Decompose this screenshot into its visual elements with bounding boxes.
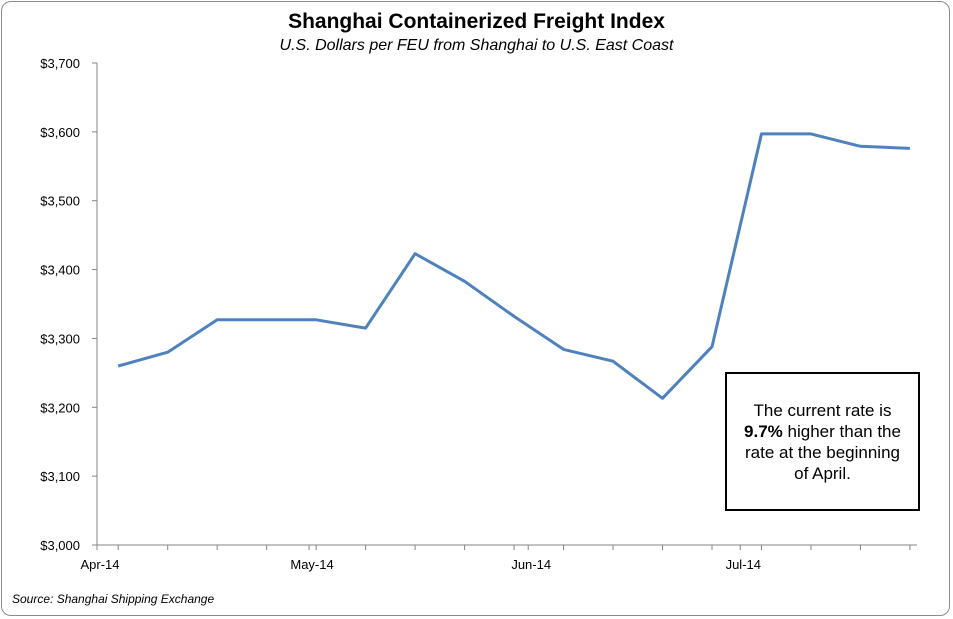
annotation-after: higher than the rate at the beginning of…	[744, 421, 901, 483]
chart-subtitle: U.S. Dollars per FEU from Shanghai to U.…	[279, 37, 674, 54]
x-axis: Apr-14 May-14 Jun-14 Jul-14	[80, 544, 917, 572]
y-axis: $3,000 $3,100 $3,200 $3,300 $3,400 $3,500 $3,6…	[40, 56, 98, 553]
annotation-box: The current rate is 9.7% higher than the…	[725, 372, 920, 511]
y-tick-label: $3,400	[40, 263, 80, 278]
y-tick-label: $3,300	[40, 331, 80, 346]
x-tick-label: Apr-14	[80, 557, 119, 572]
chart-title: Shanghai Containerized Freight Index	[288, 10, 665, 33]
series-group	[117, 132, 910, 400]
y-tick-label: $3,200	[40, 400, 80, 415]
y-tick-label: $3,100	[40, 469, 80, 484]
y-tick-label: $3,700	[40, 56, 80, 71]
y-tick-label: $3,500	[40, 194, 80, 209]
source-note: Source: Shanghai Shipping Exchange	[12, 592, 215, 606]
series-line	[117, 132, 910, 400]
x-tick-label: Jun-14	[511, 557, 551, 572]
y-tick-label: $3,600	[40, 125, 80, 140]
annotation-before: The current rate is	[753, 400, 892, 420]
annotation-text: The current rate is 9.7% higher than the…	[737, 400, 908, 484]
x-tick-label: May-14	[290, 557, 333, 572]
x-tick-label: Jul-14	[726, 557, 761, 572]
y-tick-label: $3,000	[40, 538, 80, 553]
annotation-highlight: 9.7%	[744, 421, 783, 441]
